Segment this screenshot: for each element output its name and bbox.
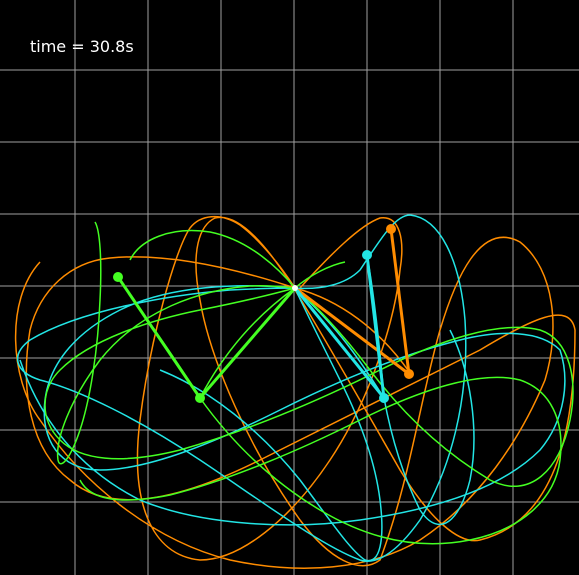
- pendulum-orange-arm-2: [389, 228, 411, 375]
- pendulum-cyan-bob-2: [362, 250, 372, 260]
- pendulum-green-arm-2: [116, 276, 202, 399]
- pivot-point: [292, 285, 298, 291]
- pendulum-cyan-arm-1: [293, 287, 386, 399]
- pendulum-green-bob-1: [195, 393, 205, 403]
- pendulum-green-bob-2: [113, 272, 123, 282]
- pendulum-orange-arm-1: [294, 286, 410, 376]
- pendulum-orange-bob-1: [404, 369, 414, 379]
- pendulum-orange: [294, 224, 414, 379]
- green-trace: [44, 221, 574, 545]
- pendulum-green: [113, 272, 297, 403]
- pendulum-cyan-arm-2: [365, 254, 386, 399]
- pendulum-orange-bob-2: [386, 224, 396, 234]
- pendulum-cyan: [293, 250, 389, 403]
- orange-trace: [14, 216, 576, 569]
- pendulum-cyan-bob-1: [379, 393, 389, 403]
- time-label: time = 30.8s: [30, 37, 134, 56]
- pendulum-green-arm-1: [198, 287, 297, 399]
